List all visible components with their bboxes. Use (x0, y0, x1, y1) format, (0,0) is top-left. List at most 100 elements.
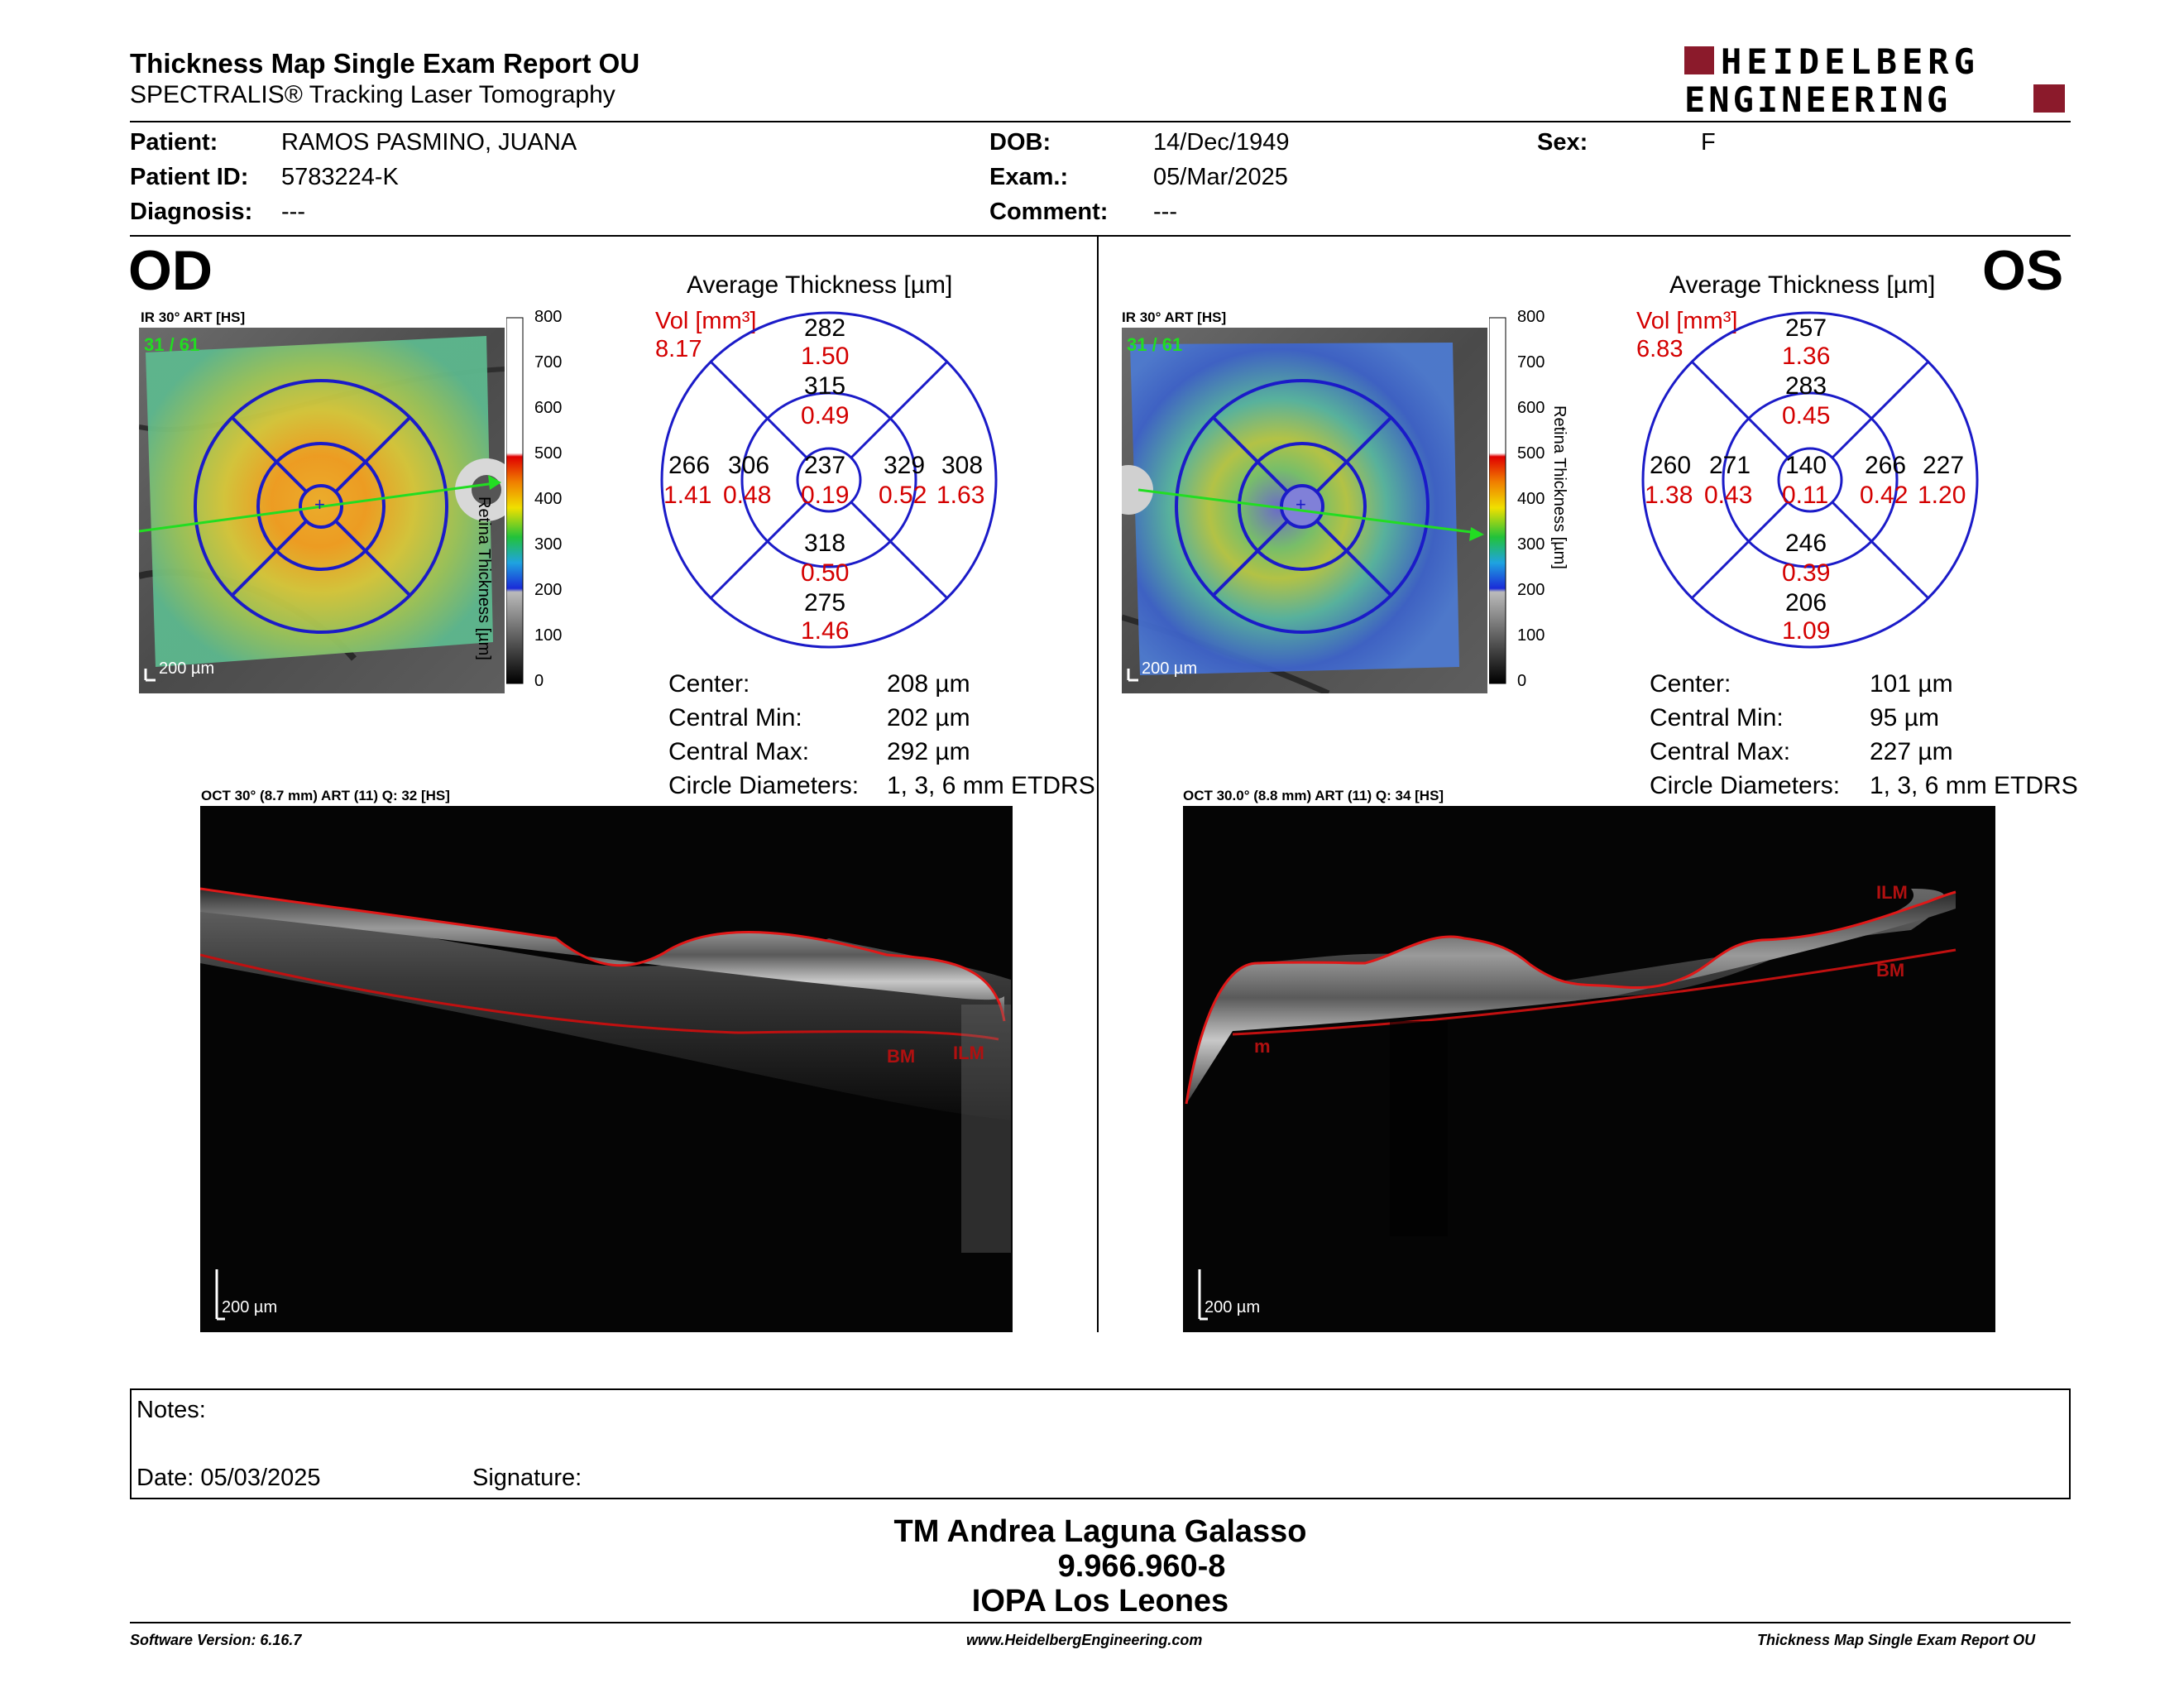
os-tick: 800 (1517, 308, 1545, 326)
od-nasal-inner-volume: 0.52 (879, 482, 927, 509)
os-inferior-inner-thickness: 246 (1785, 530, 1827, 557)
od-superior-outer-volume: 1.50 (801, 343, 850, 370)
os-vol-label: Vol [mm³] (1636, 308, 1738, 334)
software-version: Software Version: 6.16.7 (130, 1632, 302, 1648)
od-stat-value: 292 µm (887, 738, 970, 765)
exam-value: 05/Mar/2025 (1153, 164, 1288, 190)
patient-id: 5783224-K (281, 164, 399, 190)
od-stat-label: Central Max: (668, 738, 810, 765)
od-stat-value: 1, 3, 6 mm ETDRS (887, 772, 1095, 799)
od-tick: 700 (534, 353, 563, 372)
report-subtitle: SPECTRALIS® Tracking Laser Tomography (130, 81, 615, 108)
os-center-volume: 0.11 (1782, 482, 1829, 509)
od-oct-caption: OCT 30° (8.7 mm) ART (11) Q: 32 [HS] (201, 788, 450, 803)
os-stat-value: 1, 3, 6 mm ETDRS (1870, 772, 2078, 799)
os-superior-outer-volume: 1.36 (1782, 343, 1831, 370)
os-oct-bscan: ILM BM m 200 µm (1183, 806, 1995, 1332)
os-stat-label: Central Min: (1650, 704, 1784, 731)
os-tick: 700 (1517, 353, 1545, 372)
od-superior-inner-volume: 0.49 (801, 402, 850, 429)
os-inferior-outer-volume: 1.09 (1782, 617, 1831, 645)
center-divider (1097, 237, 1099, 1332)
signatory-institution: IOPA Los Leones (971, 1584, 1229, 1618)
notes-box[interactable]: Notes: Date: 05/03/2025 Signature: (130, 1388, 2071, 1499)
od-color-scale (506, 317, 524, 684)
od-inferior-inner-thickness: 318 (804, 530, 846, 557)
exam-label: Exam.: (989, 164, 1069, 190)
os-layer-label: ILM (1876, 882, 1908, 903)
od-ir-counter: 31 / 61 (144, 334, 199, 355)
os-nasal-outer-thickness: 227 (1923, 452, 1965, 479)
os-stat-value: 101 µm (1870, 670, 1953, 698)
os-scale-axis-label: Retina Thickness [µm] (1550, 405, 1569, 569)
dob-label: DOB: (989, 129, 1051, 156)
od-inferior-outer-thickness: 275 (804, 589, 846, 616)
os-temporal-inner-thickness: 271 (1709, 452, 1751, 479)
od-oct-bscan: BM ILM 200 µm (200, 806, 1013, 1332)
od-tick: 100 (534, 626, 563, 645)
sex-value: F (1701, 129, 1716, 156)
os-scale-bar: 200 µm (1142, 659, 1197, 678)
os-inferior-outer-thickness: 206 (1785, 589, 1827, 616)
patient-id-label: Patient ID: (130, 164, 249, 190)
od-etdrs-grid (660, 311, 998, 649)
comment-label: Comment: (989, 199, 1109, 225)
os-tick: 100 (1517, 626, 1545, 645)
os-center-thickness: 140 (1785, 452, 1827, 479)
od-stat-label: Center: (668, 670, 750, 698)
website-link[interactable]: www.HeidelbergEngineering.com (966, 1632, 1203, 1648)
od-stat-label: Circle Diameters: (668, 772, 860, 799)
os-tick: 500 (1517, 444, 1545, 463)
od-tick: 600 (534, 399, 563, 417)
od-avg-title: Average Thickness [µm] (687, 271, 953, 299)
os-superior-inner-thickness: 283 (1785, 372, 1827, 400)
os-stat-label: Center: (1650, 670, 1731, 698)
od-nasal-inner-thickness: 329 (884, 452, 926, 479)
heidelberg-logo: HEIDELBERG ENGINEERING (1684, 41, 2067, 120)
comment-value: --- (1153, 199, 1177, 225)
os-layer-label: BM (1876, 960, 1904, 981)
patient-label: Patient: (130, 129, 218, 156)
report-title: Thickness Map Single Exam Report OU (130, 48, 640, 79)
logo-line-1: HEIDELBERG (1721, 41, 1980, 82)
date-label: Date: 05/03/2025 (136, 1465, 321, 1491)
od-center-volume: 0.19 (801, 482, 850, 509)
os-vol-total: 6.83 (1636, 336, 1684, 362)
od-tick: 500 (534, 444, 563, 463)
footer-rule (130, 1622, 2071, 1623)
os-ir-caption: IR 30° ART [HS] (1122, 309, 1227, 325)
os-nasal-inner-thickness: 266 (1865, 452, 1907, 479)
od-nasal-outer-volume: 1.63 (936, 482, 985, 509)
header-rule (130, 121, 2071, 122)
od-tick: 0 (534, 672, 544, 690)
svg-text:+: + (1296, 494, 1306, 515)
od-scale-bar: 200 µm (159, 659, 214, 678)
os-stat-value: 227 µm (1870, 738, 1953, 765)
os-etdrs-grid (1641, 311, 1979, 649)
os-stat-label: Circle Diameters: (1650, 772, 1841, 799)
os-oct-caption: OCT 30.0° (8.8 mm) ART (11) Q: 34 [HS] (1183, 788, 1444, 803)
diagnosis-label: Diagnosis: (130, 199, 253, 225)
os-tick: 400 (1517, 490, 1545, 508)
signature-label: Signature: (472, 1465, 582, 1491)
od-layer-label: BM (887, 1046, 915, 1067)
od-thickness-map: + 31 / 61 200 µm (139, 328, 505, 693)
diagnosis-value: --- (281, 199, 305, 225)
od-vol-label: Vol [mm³] (655, 308, 757, 334)
od-tick: 400 (534, 490, 563, 508)
signatory-name: TM Andrea Laguna Galasso (893, 1514, 1307, 1549)
od-tick: 800 (534, 308, 563, 326)
od-center-thickness: 237 (804, 452, 846, 479)
patient-name: RAMOS PASMINO, JUANA (281, 129, 577, 156)
od-temporal-inner-thickness: 306 (728, 452, 770, 479)
od-scale-ticks: 800 700 600 500 400 300 200 100 0 (534, 308, 576, 697)
os-stat-label: Central Max: (1650, 738, 1791, 765)
svg-text:+: + (314, 494, 325, 515)
od-scale-axis-label: Retina Thickness [µm] (475, 496, 493, 660)
od-ir-caption: IR 30° ART [HS] (141, 309, 246, 325)
od-nasal-outer-thickness: 308 (941, 452, 984, 479)
signatory-id: 9.966.960-8 (1057, 1549, 1226, 1584)
od-temporal-outer-thickness: 266 (668, 452, 711, 479)
footer-report-name: Thickness Map Single Exam Report OU (1757, 1632, 2036, 1648)
os-tick: 0 (1517, 672, 1527, 690)
